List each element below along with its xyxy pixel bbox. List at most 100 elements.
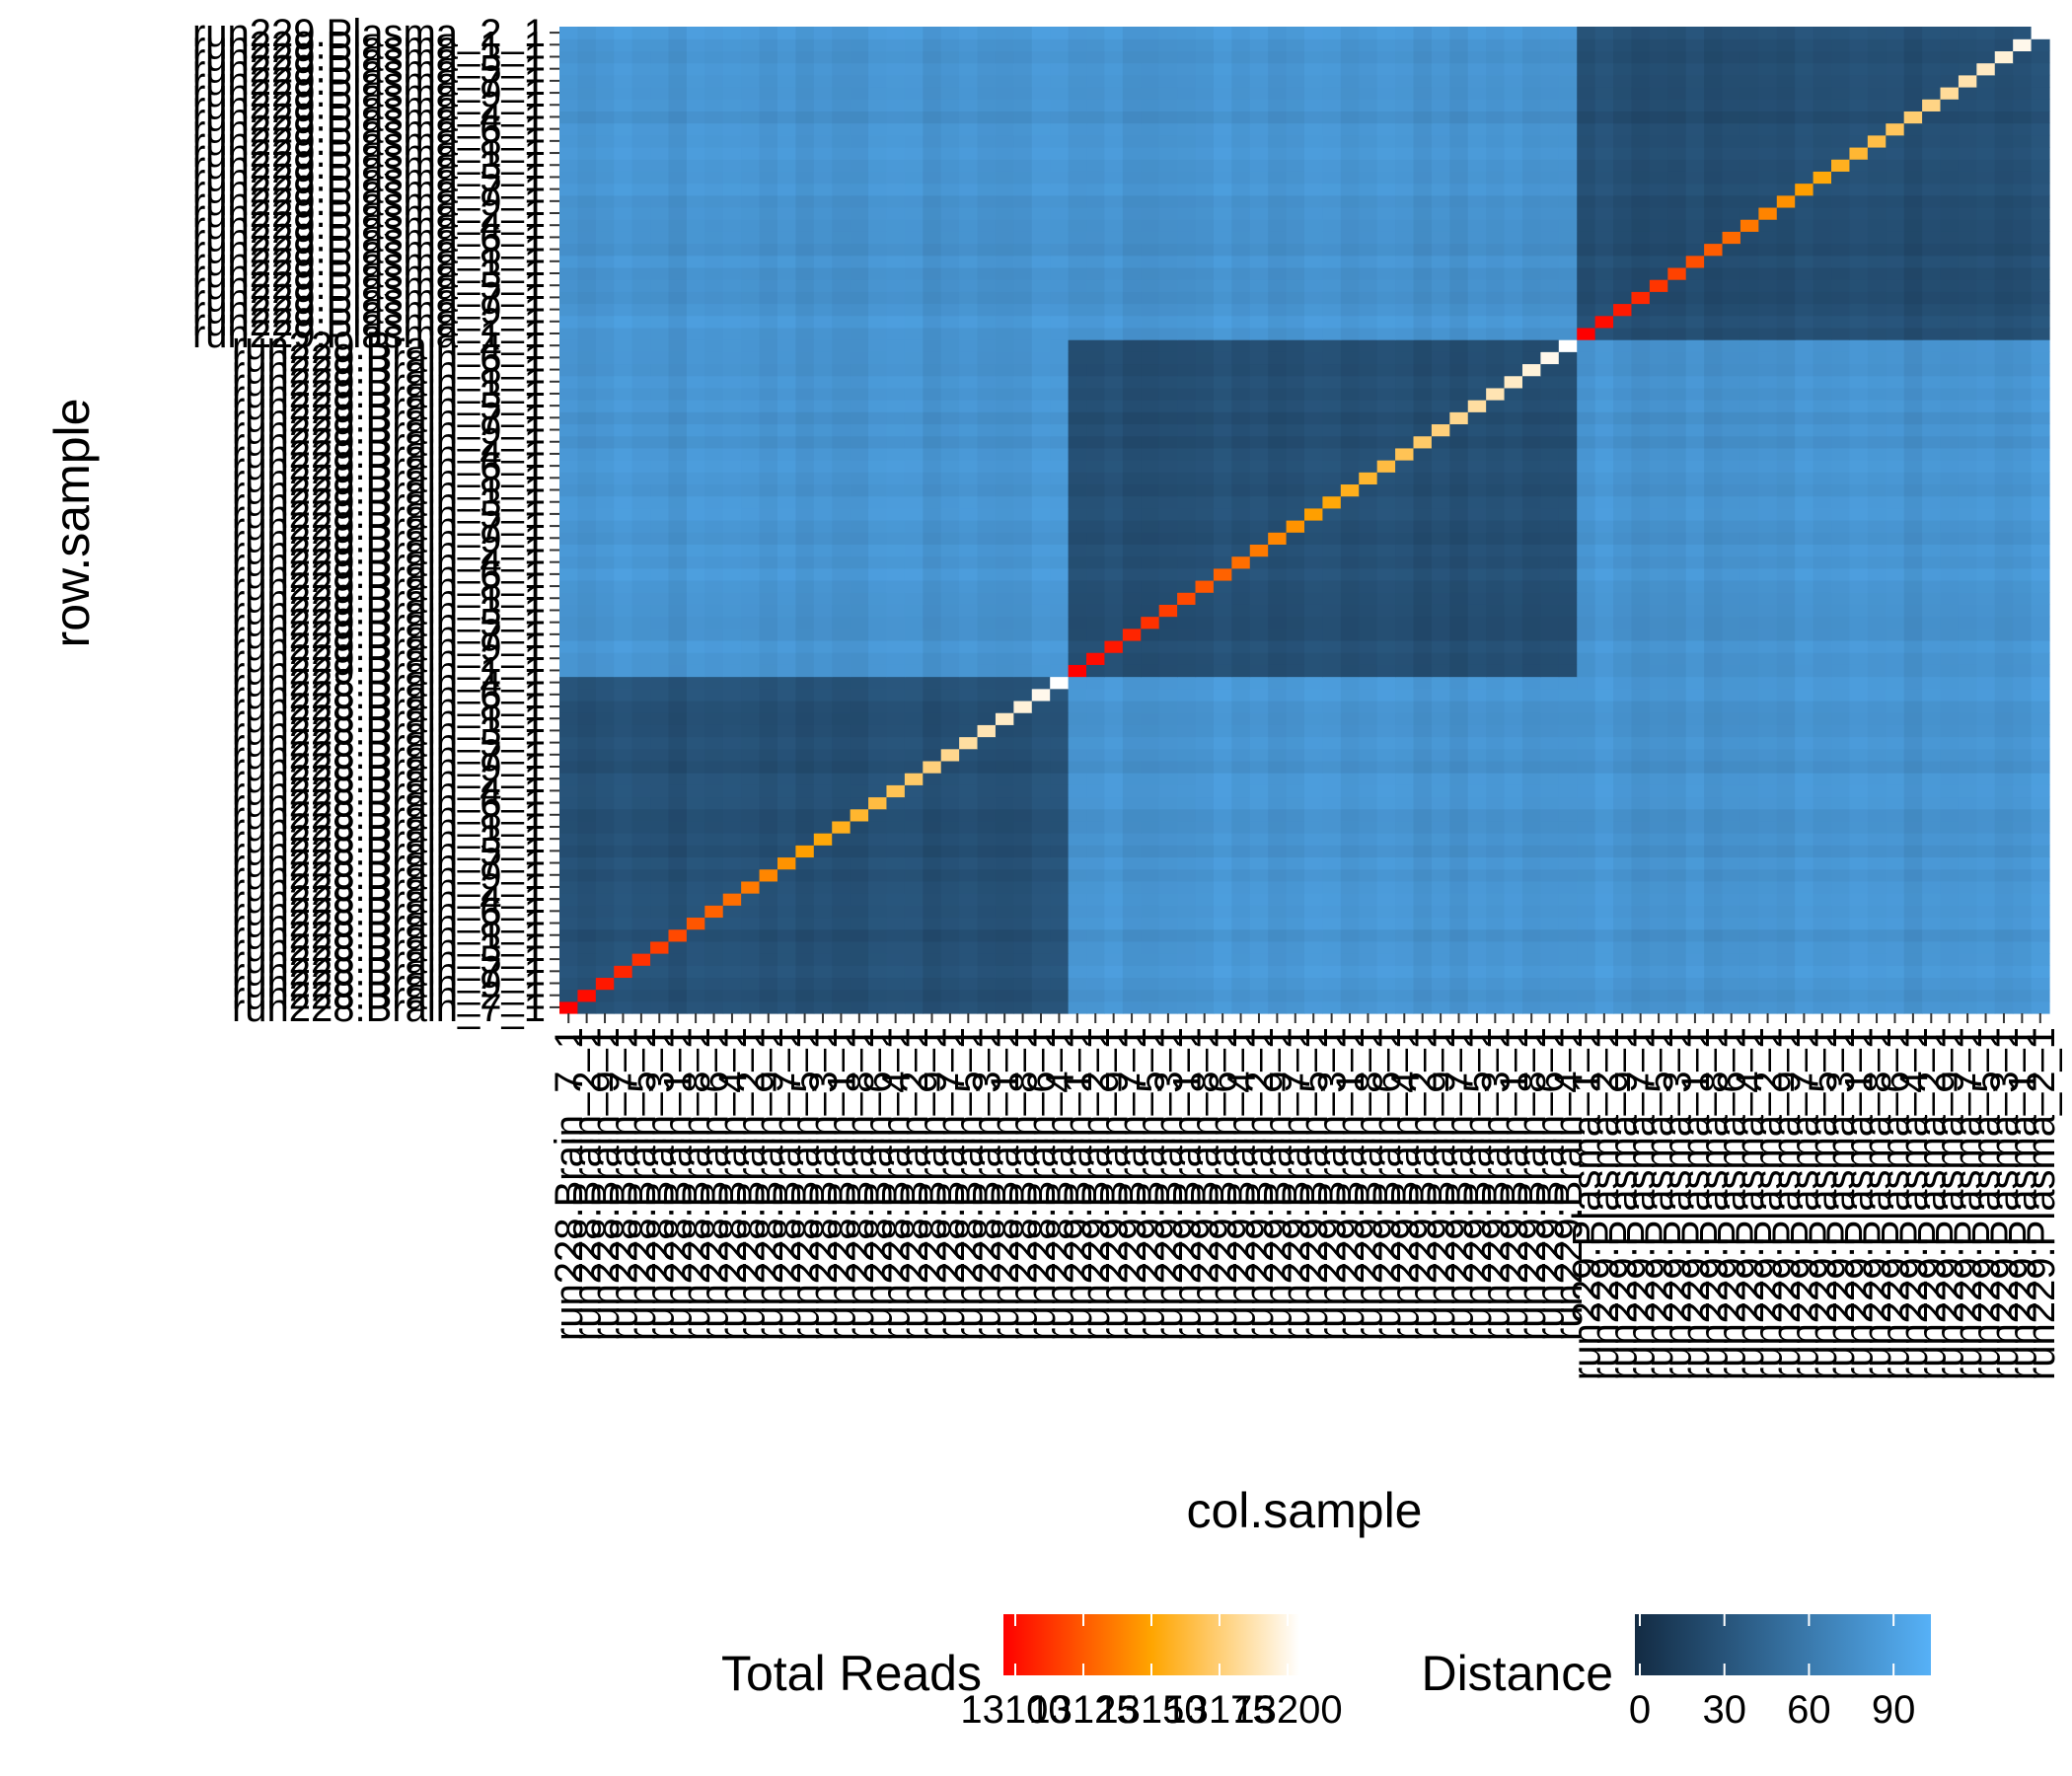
heatmap-cell (1304, 628, 1324, 641)
heatmap-cell (1122, 676, 1142, 690)
heatmap-cell (1922, 460, 1942, 473)
heatmap-cell (1050, 893, 1070, 906)
heatmap-cell (614, 507, 633, 521)
heatmap-cell (795, 688, 815, 702)
heatmap-cell (1776, 555, 1796, 569)
heatmap-cell (2013, 893, 2033, 906)
heatmap-cell (1322, 664, 1342, 678)
heatmap-cell (559, 796, 579, 810)
heatmap-cell (1395, 880, 1415, 894)
heatmap-cell (650, 579, 670, 593)
heatmap-cell (1613, 856, 1633, 870)
heatmap-cell (1976, 567, 1996, 581)
heatmap-cell (832, 977, 851, 991)
heatmap-cell (1467, 760, 1487, 774)
heatmap-cell (1031, 928, 1051, 942)
heatmap-cell (1776, 820, 1796, 834)
heatmap-cell (1104, 472, 1124, 485)
heatmap-cell (1013, 664, 1033, 678)
heatmap-cell (1795, 327, 1814, 340)
heatmap-cell (1758, 917, 1778, 930)
heatmap-cell (1776, 291, 1796, 305)
heatmap-cell (614, 748, 633, 762)
heatmap-cell (759, 676, 778, 690)
heatmap-cell (704, 363, 724, 377)
heatmap-cell (1213, 327, 1232, 340)
heatmap-cell (1068, 736, 1087, 750)
heatmap-cell (1177, 628, 1197, 641)
heatmap-cell (1286, 893, 1305, 906)
heatmap-cell (2031, 495, 2050, 509)
heatmap-cell (1613, 953, 1633, 966)
heatmap-cell (1667, 928, 1687, 942)
heatmap-cell (1286, 628, 1305, 641)
heatmap-cell (1213, 339, 1232, 352)
heatmap-cell (686, 375, 705, 389)
heatmap-cell (1685, 893, 1705, 906)
heatmap-cell (886, 495, 906, 509)
heatmap-cell (1486, 748, 1506, 762)
heatmap-cell (1013, 544, 1033, 557)
heatmap-cell (1849, 579, 1869, 593)
heatmap-cell (1467, 700, 1487, 713)
heatmap-cell (1704, 567, 1724, 581)
heatmap-cell (795, 520, 815, 533)
heatmap-cell (977, 579, 997, 593)
heatmap-cell (1359, 315, 1378, 329)
heatmap-cell (631, 291, 651, 305)
heatmap-cell (1431, 616, 1450, 629)
heatmap-cell (1558, 652, 1578, 665)
heatmap-cell (1540, 833, 1560, 846)
heatmap-cell (1086, 676, 1106, 690)
heatmap-cell (2013, 472, 2033, 485)
heatmap-cell (595, 291, 615, 305)
heatmap-cell (1486, 845, 1506, 858)
heatmap-cell (686, 880, 705, 894)
heatmap-cell (1994, 893, 2014, 906)
heatmap-cell (1376, 760, 1396, 774)
heatmap-cell (631, 363, 651, 377)
heatmap-cell (1739, 989, 1759, 1002)
heatmap-cell (1795, 989, 1814, 1002)
heatmap-cell (1903, 953, 1923, 966)
heatmap-cell (704, 460, 724, 473)
heatmap-cell (1976, 387, 1996, 401)
heatmap-cell (1122, 856, 1142, 870)
heatmap-cell (923, 880, 942, 894)
heatmap-cell (1249, 700, 1269, 713)
heatmap-cell (904, 411, 924, 425)
heatmap-cell (650, 905, 670, 919)
heatmap-cell (1958, 784, 1977, 798)
heatmap-cell (1449, 845, 1469, 858)
heatmap-cell (1758, 532, 1778, 545)
heatmap-cell (995, 279, 1014, 292)
heatmap-cell (886, 965, 906, 979)
heatmap-cell (1413, 736, 1433, 750)
heatmap-cell (1195, 411, 1215, 425)
heatmap-cell (1722, 784, 1741, 798)
heatmap-cell (2013, 544, 2033, 557)
heatmap-cell (1068, 868, 1087, 882)
heatmap-cell (1231, 327, 1251, 340)
heatmap-cell (1867, 1000, 1887, 1014)
heatmap-cell (1104, 555, 1124, 569)
heatmap-cell (1395, 579, 1415, 593)
heatmap-cell (1158, 375, 1178, 389)
heatmap-cell (1431, 977, 1450, 991)
heatmap-cell (1994, 532, 2014, 545)
heatmap-cell (1068, 760, 1087, 774)
heatmap-cell (1068, 905, 1087, 919)
heatmap-cell (1739, 676, 1759, 690)
heatmap-cell (1813, 339, 1832, 352)
heatmap-cell (741, 520, 761, 533)
heatmap-cell (1849, 748, 1869, 762)
heatmap-cell (795, 507, 815, 521)
heatmap-cell (1649, 760, 1668, 774)
heatmap-cell (813, 387, 833, 401)
heatmap-cell (1213, 435, 1232, 449)
heatmap-cell (1940, 532, 1960, 545)
heatmap-cell (1068, 339, 1087, 352)
heatmap-cell (577, 724, 597, 738)
heatmap-cell (1704, 868, 1724, 882)
heatmap-cell (995, 940, 1014, 954)
